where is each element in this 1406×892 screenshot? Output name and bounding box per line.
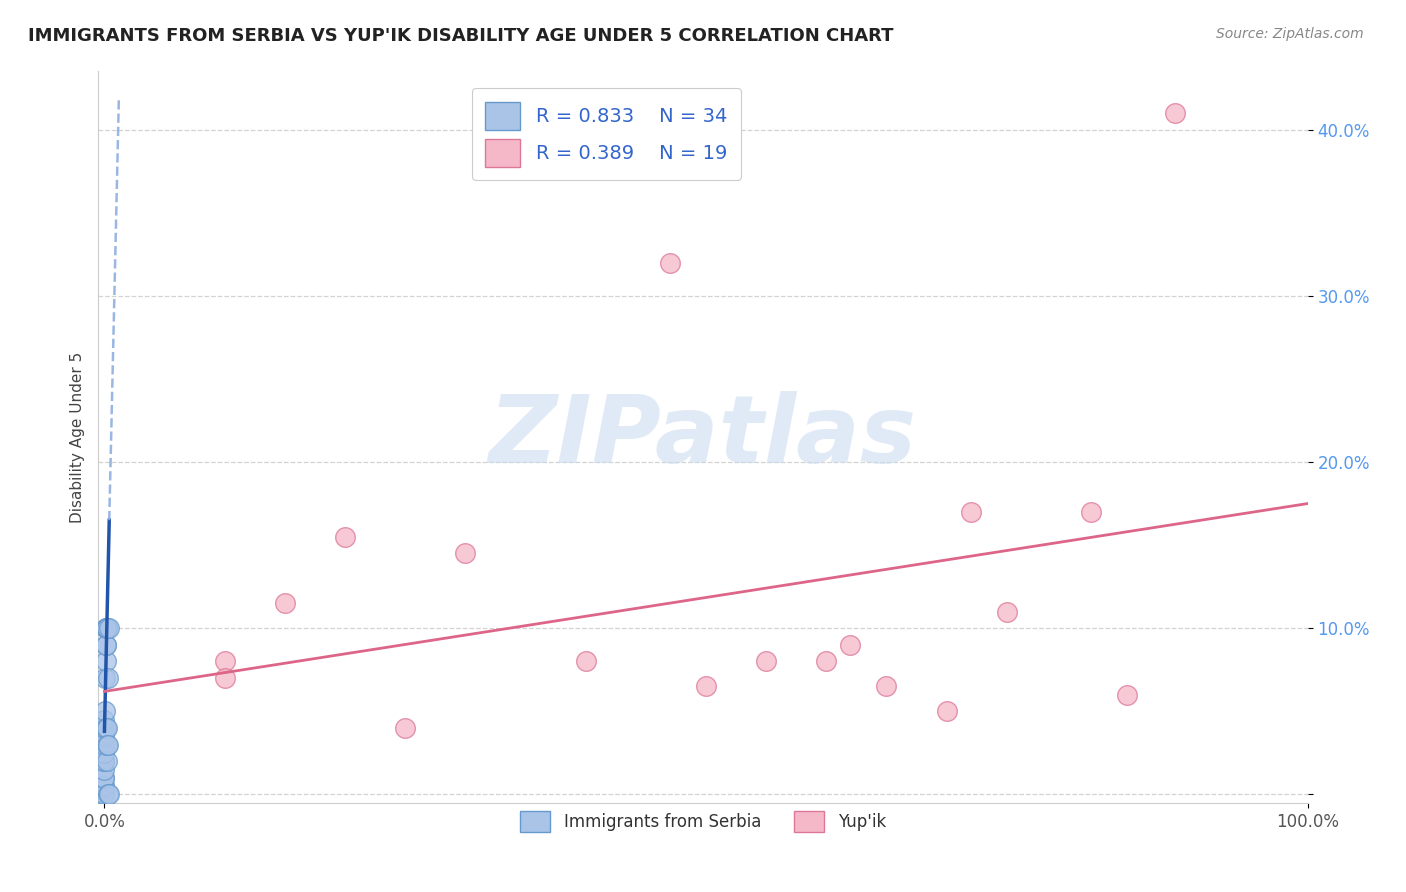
- Point: [658, 255, 681, 269]
- Point: [93, 771, 115, 785]
- Point: [98, 788, 121, 802]
- Point: [93, 771, 115, 785]
- Point: [959, 505, 981, 519]
- Point: [97, 738, 120, 752]
- Point: [274, 596, 297, 610]
- Point: [93, 738, 115, 752]
- Point: [695, 680, 717, 694]
- Point: [333, 530, 356, 544]
- Point: [93, 779, 115, 793]
- Point: [93, 788, 115, 802]
- Point: [94, 671, 117, 685]
- Point: [815, 655, 838, 669]
- Point: [93, 788, 115, 802]
- Point: [97, 788, 120, 802]
- Point: [94, 655, 117, 669]
- Point: [96, 754, 118, 768]
- Point: [454, 546, 477, 560]
- Point: [93, 788, 115, 802]
- Text: ZIPatlas: ZIPatlas: [489, 391, 917, 483]
- Point: [94, 705, 117, 719]
- Point: [755, 655, 778, 669]
- Point: [1080, 505, 1102, 519]
- Point: [93, 754, 115, 768]
- Point: [93, 763, 115, 777]
- Point: [96, 621, 118, 635]
- Point: [93, 721, 115, 735]
- Legend: Immigrants from Serbia, Yup'ik: Immigrants from Serbia, Yup'ik: [513, 805, 893, 838]
- Point: [96, 721, 118, 735]
- Point: [94, 621, 117, 635]
- Point: [394, 721, 416, 735]
- Point: [96, 738, 118, 752]
- Text: Source: ZipAtlas.com: Source: ZipAtlas.com: [1216, 27, 1364, 41]
- Point: [93, 788, 115, 802]
- Y-axis label: Disability Age Under 5: Disability Age Under 5: [69, 351, 84, 523]
- Point: [93, 779, 115, 793]
- Point: [98, 621, 121, 635]
- Point: [93, 746, 115, 760]
- Point: [94, 638, 117, 652]
- Point: [1164, 106, 1187, 120]
- Point: [875, 680, 897, 694]
- Point: [96, 721, 118, 735]
- Point: [93, 713, 115, 727]
- Point: [96, 621, 118, 635]
- Point: [97, 671, 120, 685]
- Point: [839, 638, 862, 652]
- Point: [1116, 688, 1139, 702]
- Point: [214, 655, 236, 669]
- Text: IMMIGRANTS FROM SERBIA VS YUP'IK DISABILITY AGE UNDER 5 CORRELATION CHART: IMMIGRANTS FROM SERBIA VS YUP'IK DISABIL…: [28, 27, 894, 45]
- Point: [96, 638, 118, 652]
- Point: [995, 605, 1018, 619]
- Point: [214, 671, 236, 685]
- Point: [93, 754, 115, 768]
- Point: [935, 705, 957, 719]
- Point: [94, 621, 117, 635]
- Point: [93, 729, 115, 743]
- Point: [575, 655, 598, 669]
